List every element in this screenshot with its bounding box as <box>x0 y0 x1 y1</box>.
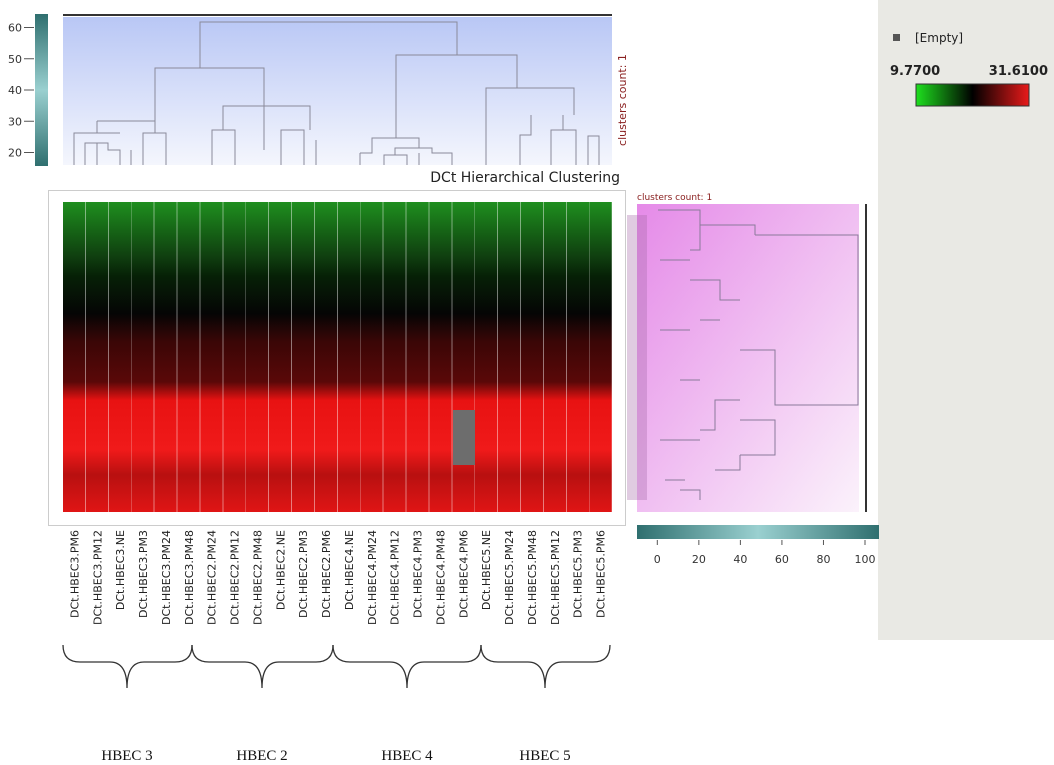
empty-swatch <box>893 34 900 41</box>
column-label: DCt.HBEC4.PM24 <box>366 530 379 625</box>
x-tick-label: 60 <box>775 553 789 566</box>
x-tick-label: 40 <box>733 553 747 566</box>
color-scale <box>915 83 1030 107</box>
x-tick-label: 80 <box>816 553 830 566</box>
group-label: HBEC 4 <box>381 748 433 764</box>
column-label: DCt.HBEC4.PM3 <box>412 530 425 618</box>
y-tick-label: 40 <box>8 84 22 97</box>
x-tick-label: 100 <box>855 553 876 566</box>
column-label: DCt.HBEC5.PM3 <box>572 530 585 618</box>
x-tick-label: 0 <box>654 553 661 566</box>
top-dendrogram <box>73 21 600 165</box>
group-label: HBEC 3 <box>101 748 152 764</box>
legend-max: 31.6100 <box>989 64 1048 79</box>
column-label: DCt.HBEC2.PM6 <box>320 530 333 618</box>
top-cluster-label: clusters count: 1 <box>616 54 629 146</box>
column-label: DCt.HBEC5.NE <box>480 530 493 610</box>
y-tick-label: 20 <box>8 147 22 160</box>
legend-min: 9.7700 <box>890 64 940 79</box>
column-label: DCt.HBEC3.PM3 <box>137 530 150 618</box>
y-tick-label: 50 <box>8 53 22 66</box>
column-label: DCt.HBEC2.PM12 <box>229 530 242 625</box>
y-tick-label: 60 <box>8 22 22 35</box>
side-panel <box>878 0 1054 640</box>
heatmap-frame <box>48 190 626 526</box>
vertical-slider[interactable] <box>35 14 48 166</box>
column-label: DCt.HBEC3.PM12 <box>91 530 104 625</box>
legend-empty: [Empty] <box>915 31 963 45</box>
column-label: DCt.HBEC5.PM6 <box>595 530 608 618</box>
group-braces <box>62 644 611 689</box>
column-label: DCt.HBEC2.NE <box>274 530 287 610</box>
right-cluster-label: clusters count: 1 <box>637 193 712 203</box>
column-label: DCt.HBEC4.PM48 <box>434 530 447 625</box>
right-dendrogram <box>627 209 859 500</box>
column-label: DCt.HBEC3.PM24 <box>160 530 173 625</box>
y-tick-label: 30 <box>8 115 22 128</box>
column-label: DCt.HBEC5.PM12 <box>549 530 562 625</box>
column-label: DCt.HBEC2.PM48 <box>251 530 264 625</box>
horizontal-slider[interactable] <box>637 525 879 539</box>
column-label: DCt.HBEC3.PM6 <box>68 530 81 618</box>
x-tick-label: 20 <box>692 553 706 566</box>
right-dendrogram-bg <box>637 204 859 512</box>
column-label: DCt.HBEC4.PM6 <box>457 530 470 618</box>
column-label: DCt.HBEC4.PM12 <box>389 530 402 625</box>
column-label: DCt.HBEC2.PM3 <box>297 530 310 618</box>
column-label: DCt.HBEC3.NE <box>114 530 127 610</box>
column-label: DCt.HBEC4.NE <box>343 530 356 610</box>
column-label: DCt.HBEC5.PM24 <box>503 530 516 625</box>
top-dendrogram-bg <box>63 17 612 165</box>
group-label: HBEC 5 <box>519 748 570 764</box>
column-label: DCt.HBEC2.PM24 <box>206 530 219 625</box>
empty-cells <box>453 410 475 465</box>
heatmap <box>63 202 612 512</box>
group-label: HBEC 2 <box>236 748 287 764</box>
heatmap-title: DCt Hierarchical Clustering <box>430 170 620 186</box>
column-label: DCt.HBEC3.PM48 <box>183 530 196 625</box>
column-label: DCt.HBEC5.PM48 <box>526 530 539 625</box>
